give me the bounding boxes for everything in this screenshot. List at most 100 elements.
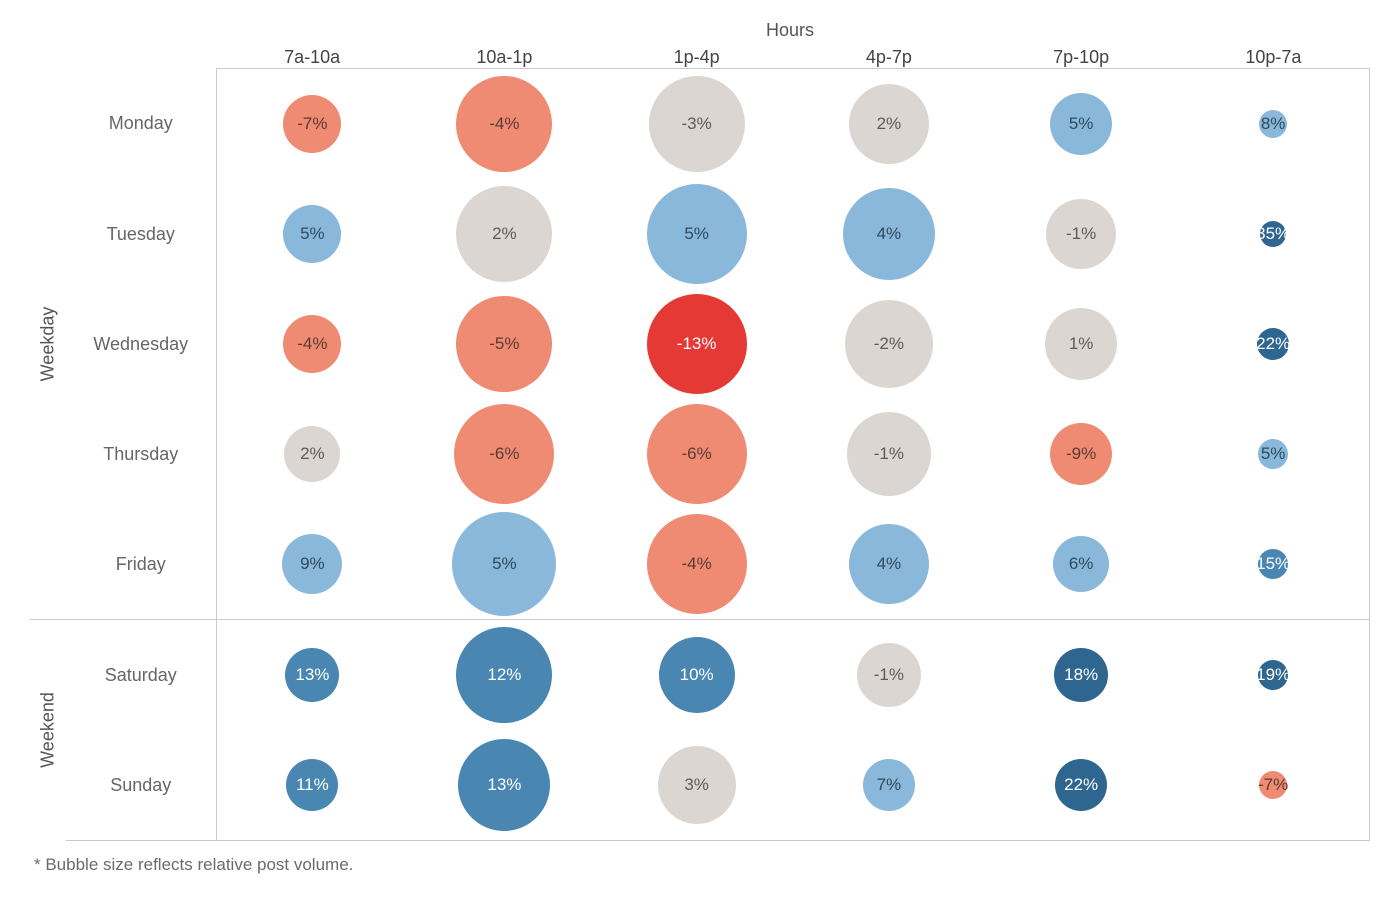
matrix-cell: -6% <box>408 399 600 509</box>
matrix-cell: 5% <box>601 179 793 289</box>
row-label: Wednesday <box>66 289 216 399</box>
matrix-cell: 9% <box>216 509 408 620</box>
bubble: -4% <box>283 315 341 373</box>
col-head-4: 7p-10p <box>985 47 1177 69</box>
matrix-cell: 7% <box>793 730 985 841</box>
bubble: 1% <box>1045 308 1117 380</box>
bubble: 15% <box>1258 549 1288 579</box>
matrix-cell: 13% <box>216 620 408 731</box>
matrix-cell: 5% <box>408 509 600 620</box>
group-label-text: Weekday <box>38 306 59 381</box>
matrix-table: 7a-10a 10a-1p 1p-4p 4p-7p 7p-10p 10p-7a … <box>30 47 1370 841</box>
matrix-cell: -1% <box>793 620 985 731</box>
matrix-cell: 6% <box>985 509 1177 620</box>
bubble: 5% <box>647 184 747 284</box>
matrix-cell: -1% <box>985 179 1177 289</box>
table-row: Wednesday -4% -5% -13% -2% 1% 22% <box>30 289 1370 399</box>
matrix-cell: 3% <box>601 730 793 841</box>
bubble: 11% <box>286 759 338 811</box>
matrix-cell: -5% <box>408 289 600 399</box>
table-row: WeekdayMonday-7%-4%-3%2%5%8% <box>30 69 1370 180</box>
table-row: Tuesday 5% 2% 5% 4% -1% 35% <box>30 179 1370 289</box>
matrix-cell: 2% <box>408 179 600 289</box>
matrix-cell: 11% <box>216 730 408 841</box>
matrix-cell: 8% <box>1177 69 1369 180</box>
bubble: 35% <box>1260 221 1286 247</box>
bubble: -7% <box>1259 771 1287 799</box>
matrix-cell: -4% <box>216 289 408 399</box>
bubble: 7% <box>863 759 915 811</box>
matrix-cell: 4% <box>793 179 985 289</box>
table-row: Sunday11%13%3%7%22%-7% <box>30 730 1370 841</box>
bubble: -1% <box>857 643 921 707</box>
col-head-3: 4p-7p <box>793 47 985 69</box>
bubble: -7% <box>283 95 341 153</box>
matrix-cell: -4% <box>601 509 793 620</box>
bubble-matrix-chart: Hours 7a-10a 10a-1p 1p-4p 4p-7p 7p-10p 1… <box>0 0 1400 895</box>
matrix-cell: -9% <box>985 399 1177 509</box>
table-row: Friday9%5%-4%4%6%15% <box>30 509 1370 620</box>
col-head-2: 1p-4p <box>601 47 793 69</box>
col-head-0: 7a-10a <box>216 47 408 69</box>
bubble: 5% <box>1050 93 1112 155</box>
bubble: -6% <box>647 404 747 504</box>
matrix-cell: 5% <box>985 69 1177 180</box>
bubble: 5% <box>1258 439 1288 469</box>
group-label: Weekend <box>30 620 66 841</box>
row-label: Tuesday <box>66 179 216 289</box>
bubble: -9% <box>1050 423 1112 485</box>
bubble: 2% <box>284 426 340 482</box>
row-label: Monday <box>66 69 216 180</box>
bubble: -4% <box>647 514 747 614</box>
group-label: Weekday <box>30 69 66 620</box>
bubble: -13% <box>647 294 747 394</box>
bubble: 8% <box>1259 110 1287 138</box>
column-header-row: 7a-10a 10a-1p 1p-4p 4p-7p 7p-10p 10p-7a <box>30 47 1370 69</box>
matrix-cell: 2% <box>216 399 408 509</box>
matrix-cell: 22% <box>1177 289 1369 399</box>
matrix-cell: 19% <box>1177 620 1369 731</box>
bubble: 4% <box>843 188 935 280</box>
bubble: -1% <box>1046 199 1116 269</box>
matrix-cell: -13% <box>601 289 793 399</box>
bubble: -3% <box>649 76 745 172</box>
matrix-cell: -3% <box>601 69 793 180</box>
bubble: -4% <box>456 76 552 172</box>
hours-axis-title: Hours <box>210 20 1370 41</box>
bubble: 6% <box>1053 536 1109 592</box>
bubble: -6% <box>454 404 554 504</box>
matrix-cell: -6% <box>601 399 793 509</box>
matrix-cell: -4% <box>408 69 600 180</box>
bubble: 13% <box>458 739 550 831</box>
matrix-cell: 4% <box>793 509 985 620</box>
bubble: 9% <box>282 534 342 594</box>
col-head-5: 10p-7a <box>1177 47 1369 69</box>
group-label-text: Weekend <box>38 692 59 768</box>
bubble: -5% <box>456 296 552 392</box>
table-row: WeekendSaturday13%12%10%-1%18%19% <box>30 620 1370 731</box>
bubble: 5% <box>452 512 556 616</box>
row-label: Saturday <box>66 620 216 731</box>
bubble: 2% <box>849 84 929 164</box>
matrix-cell: -2% <box>793 289 985 399</box>
matrix-cell: 15% <box>1177 509 1369 620</box>
bubble: 19% <box>1258 660 1288 690</box>
matrix-cell: 22% <box>985 730 1177 841</box>
matrix-cell: 12% <box>408 620 600 731</box>
matrix-cell: 5% <box>216 179 408 289</box>
bubble: 10% <box>659 637 735 713</box>
chart-footnote: * Bubble size reflects relative post vol… <box>30 855 1370 875</box>
table-row: Thursday 2% -6% -6% -1% -9% 5% <box>30 399 1370 509</box>
bubble: 4% <box>849 524 929 604</box>
matrix-cell: 35% <box>1177 179 1369 289</box>
bubble: -1% <box>847 412 931 496</box>
bubble: 18% <box>1054 648 1108 702</box>
matrix-cell: -7% <box>216 69 408 180</box>
row-label: Thursday <box>66 399 216 509</box>
matrix-cell: 5% <box>1177 399 1369 509</box>
col-head-1: 10a-1p <box>408 47 600 69</box>
bubble: 5% <box>283 205 341 263</box>
matrix-cell: 18% <box>985 620 1177 731</box>
matrix-cell: -1% <box>793 399 985 509</box>
matrix-cell: 1% <box>985 289 1177 399</box>
